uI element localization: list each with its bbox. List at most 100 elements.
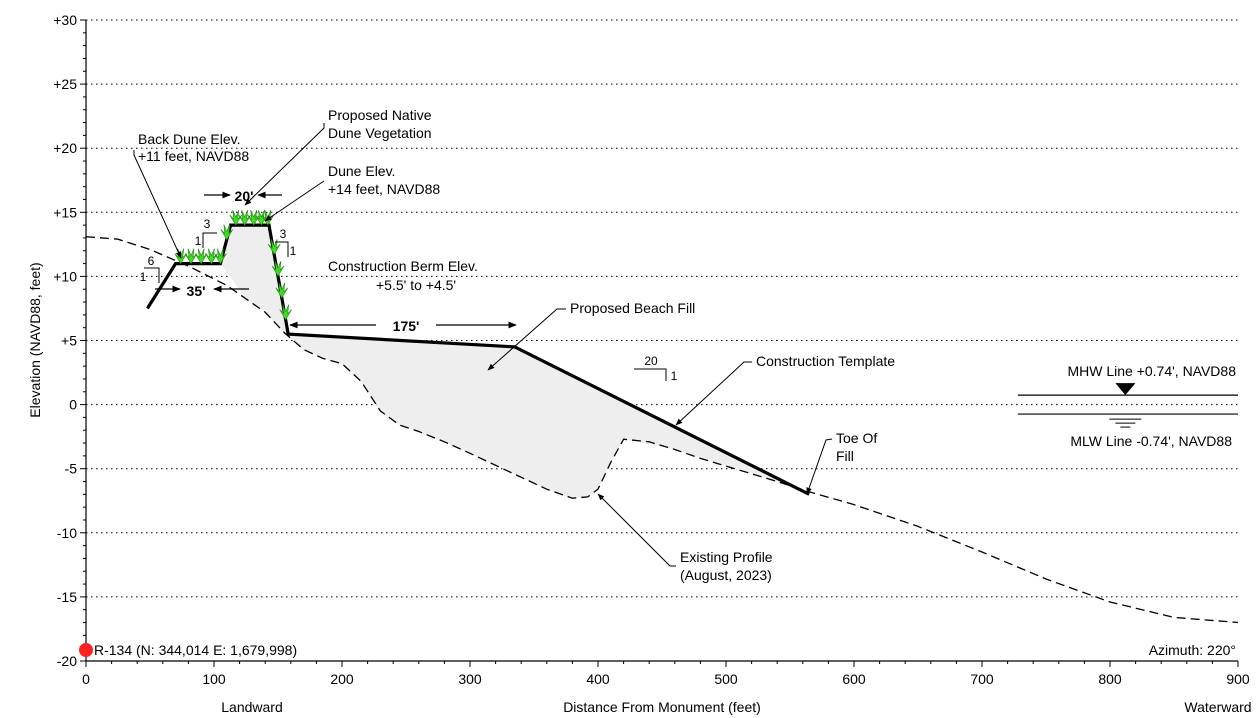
x-tick-label: 300 (458, 671, 482, 687)
slope-back-toe-h: 6 (148, 254, 155, 268)
monument-marker (79, 643, 93, 657)
dimension-arrows (155, 191, 517, 329)
vegetation-tuft (220, 224, 234, 241)
slope-foreshore-h: 20 (644, 354, 658, 368)
x-tick-label: 100 (202, 671, 226, 687)
water-layer (1017, 383, 1238, 428)
slope-foreshore-v: 1 (671, 369, 678, 383)
vegetation-tuft (271, 260, 285, 277)
vegetation-blade (214, 248, 227, 265)
vegetation-blade (247, 209, 260, 226)
native-veg-leader (244, 123, 325, 206)
x-tick-label: 600 (842, 671, 866, 687)
vegetation-blade (267, 239, 281, 255)
vegetation-tuft (267, 239, 281, 255)
dim-35-label: 35' (187, 283, 206, 299)
y-tick-label: -10 (57, 525, 77, 541)
slope-back-toe-mark (144, 267, 160, 283)
slope-dune-back-v: 1 (195, 234, 202, 248)
slope-dune-back-mark (202, 232, 217, 248)
vegetation-tuft (275, 282, 289, 299)
dune-elev-leader (264, 180, 325, 222)
existing-label-2: (August, 2023) (680, 567, 772, 583)
x-axis-left-label: Landward (221, 699, 283, 715)
y-tick-label: +15 (53, 204, 77, 220)
x-tick-label: 900 (1226, 671, 1250, 687)
vegetation-tuft (247, 209, 260, 226)
dim-175-label: 175' (393, 318, 420, 334)
template-label: Construction Template (756, 353, 895, 369)
slope-dune-front-h: 3 (280, 227, 287, 241)
axis-layer: -20 -15 -10 -5 0 +5 +10 +15 +20 +25 +30 0 100 200 300 4… (53, 12, 1250, 687)
vegetation-tuft (194, 248, 208, 265)
x-tick-label: 700 (970, 671, 994, 687)
y-tick-label: -5 (65, 461, 78, 477)
construction-template-line (146, 223, 810, 496)
mhw-label: MHW Line +0.74', NAVD88 (1067, 363, 1236, 379)
leader-lines (133, 123, 833, 567)
fill-layer (220, 225, 810, 499)
template-leader (675, 361, 752, 426)
berm-label-1: Construction Berm Elev. (328, 258, 478, 274)
beach-fill-label: Proposed Beach Fill (570, 300, 695, 316)
vegetation-blade (229, 209, 243, 226)
x-axis-title: Distance From Monument (feet) (563, 699, 761, 715)
x-axis-right-label: Waterward (1184, 699, 1251, 715)
vegetation-tuft (174, 248, 187, 265)
vegetation-blade (271, 260, 285, 277)
back-dune-label-1: Back Dune Elev. (138, 131, 240, 147)
slope-dune-back-h: 3 (204, 217, 211, 231)
vegetation-tuft (229, 209, 243, 226)
vegetation-blade (279, 304, 292, 321)
back-dune-label-2: +11 feet, NAVD88 (138, 148, 249, 164)
grid-layer (86, 19, 1238, 598)
toe-leader (806, 438, 833, 495)
mhw-triangle-icon (1115, 383, 1136, 396)
vegetation-tuft (184, 248, 198, 265)
x-tick-label: 200 (330, 671, 354, 687)
beach-fill-leader (487, 308, 566, 371)
beach-fill-area (220, 225, 810, 499)
azimuth-label: Azimuth: 220° (1149, 642, 1236, 658)
vegetation-blade (194, 248, 208, 265)
vegetation-tuft (279, 304, 292, 321)
y-tick-label: -20 (57, 653, 77, 669)
native-veg-label-2: Dune Vegetation (328, 125, 432, 141)
vegetation-blade (275, 282, 289, 299)
y-tick-label: +30 (53, 12, 77, 28)
slope-marks (144, 232, 667, 381)
y-tick-label: +20 (53, 140, 77, 156)
y-tick-label: -15 (57, 589, 77, 605)
dim-20-label: 20' (235, 188, 254, 204)
existing-label-1: Existing Profile (680, 549, 773, 565)
existing-profile-line (85, 236, 1239, 624)
native-veg-label-1: Proposed Native (328, 107, 432, 123)
monument-label: R-134 (N: 344,014 E: 1,679,998) (94, 642, 297, 658)
vegetation-blade (174, 248, 187, 265)
berm-label-2: +5.5' to +4.5' (376, 277, 456, 293)
slope-dune-front-mark (275, 241, 289, 257)
x-tick-label: 400 (586, 671, 610, 687)
vegetation-blade (220, 224, 234, 241)
series-layer (85, 223, 1239, 624)
dune-elev-label-2: +14 feet, NAVD88 (328, 181, 440, 197)
slope-dune-front-v: 1 (290, 244, 297, 258)
y-axis-title: Elevation (NAVD88, feet) (27, 262, 43, 417)
y-tick-label: +10 (53, 268, 77, 284)
x-tick-label: 500 (714, 671, 738, 687)
slope-back-toe-v: 1 (140, 270, 147, 284)
vegetation-tuft (214, 248, 227, 265)
back-dune-leader (133, 150, 182, 259)
existing-leader (597, 493, 676, 567)
y-tick-label: +25 (53, 76, 77, 92)
slope-foreshore-mark (634, 368, 667, 381)
dune-elev-label-1: Dune Elev. (328, 163, 395, 179)
x-tick-label: 0 (82, 671, 90, 687)
y-tick-label: +5 (61, 333, 77, 349)
mlw-label: MLW Line -0.74', NAVD88 (1070, 433, 1232, 449)
y-tick-label: 0 (69, 397, 77, 413)
x-tick-label: 800 (1098, 671, 1122, 687)
vegetation-blade (184, 248, 198, 265)
toe-label-1: Toe Of (836, 430, 877, 446)
